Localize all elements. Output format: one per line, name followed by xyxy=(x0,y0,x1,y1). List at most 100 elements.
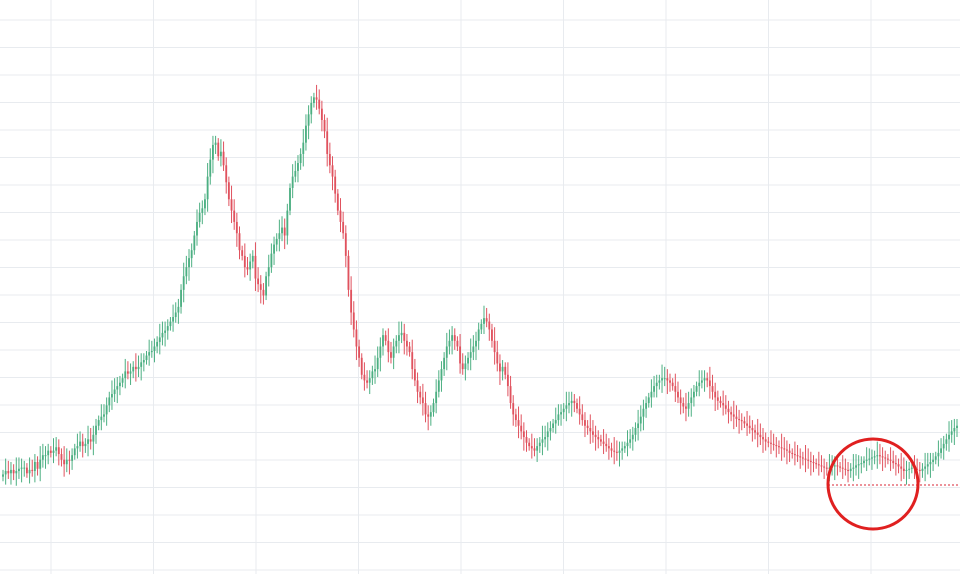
candle-up xyxy=(371,371,374,379)
candle-up xyxy=(432,403,435,413)
candle-up xyxy=(18,468,20,472)
candle-up xyxy=(480,323,483,330)
candle-up xyxy=(554,420,557,424)
candle-up xyxy=(942,443,945,449)
candle-up xyxy=(105,405,108,415)
candle-up xyxy=(188,258,190,268)
candle-up xyxy=(249,261,252,270)
candle-up xyxy=(865,459,868,461)
candle-up xyxy=(305,125,307,143)
candle-up xyxy=(150,351,153,353)
candle-up xyxy=(118,382,121,387)
candle-down xyxy=(844,468,847,470)
candle-up xyxy=(52,450,55,453)
candle-down xyxy=(716,397,719,401)
candle-down xyxy=(238,233,241,251)
candle-down xyxy=(817,464,820,466)
candle-up xyxy=(873,456,876,458)
candle-up xyxy=(650,391,653,398)
candle-up xyxy=(278,233,281,239)
candle-up xyxy=(142,360,145,363)
candle-down xyxy=(602,441,605,444)
candle-up xyxy=(443,357,446,370)
candle-up xyxy=(55,447,58,451)
candle-down xyxy=(916,468,919,470)
candle-down xyxy=(711,386,714,392)
candle-down xyxy=(791,452,794,455)
candle-down xyxy=(607,446,610,449)
candle-down xyxy=(892,460,895,464)
candle-down xyxy=(889,459,892,461)
candle-down xyxy=(605,443,608,447)
candle-up xyxy=(700,380,703,383)
candle-up xyxy=(95,425,97,435)
candle-up xyxy=(251,255,254,262)
candle-down xyxy=(342,221,345,234)
candle-down xyxy=(243,255,246,268)
candle-up xyxy=(871,457,873,459)
candle-down xyxy=(599,439,602,442)
candle-down xyxy=(746,423,748,426)
candle-up xyxy=(464,363,467,370)
candle-up xyxy=(467,357,469,364)
candle-up xyxy=(116,386,119,390)
candle-up xyxy=(921,468,924,472)
candle-up xyxy=(212,144,214,160)
candle-down xyxy=(772,443,775,445)
candle-down xyxy=(331,165,334,177)
candle-down xyxy=(259,284,262,290)
candle-up xyxy=(103,414,105,417)
candle-up xyxy=(647,397,650,404)
candle-down xyxy=(235,221,238,234)
candle-up xyxy=(2,474,4,477)
candle-up xyxy=(695,386,698,392)
candle-up xyxy=(905,469,908,472)
candle-up xyxy=(687,403,690,409)
candle-up xyxy=(206,176,209,200)
candle-down xyxy=(788,450,791,453)
candle-down xyxy=(836,465,839,467)
candle-up xyxy=(84,443,87,447)
candle-up xyxy=(437,380,440,392)
candle-up xyxy=(172,317,175,322)
candle-down xyxy=(366,380,368,383)
candle-down xyxy=(339,210,342,222)
candle-down xyxy=(459,346,461,364)
candle-down xyxy=(403,332,406,341)
candle-up xyxy=(953,428,956,432)
candle-down xyxy=(514,414,517,421)
candle-down xyxy=(63,459,66,465)
candle-down xyxy=(323,120,326,132)
candle-up xyxy=(631,434,634,440)
candle-up xyxy=(698,382,701,387)
candle-up xyxy=(565,405,568,409)
candle-up xyxy=(281,227,283,234)
candle-up xyxy=(33,461,36,472)
candle-up xyxy=(469,352,472,358)
candle-up xyxy=(934,456,937,460)
highlight-circle xyxy=(826,437,920,531)
candle-down xyxy=(894,463,897,465)
candle-up xyxy=(483,318,485,324)
candle-down xyxy=(727,408,730,413)
candle-down xyxy=(706,378,709,381)
candle-down xyxy=(424,403,427,415)
candle-down xyxy=(666,378,669,381)
candle-down xyxy=(886,458,889,460)
candle-down xyxy=(517,420,520,426)
candle-up xyxy=(546,431,549,438)
candle-down xyxy=(12,469,15,474)
candle-down xyxy=(504,366,507,375)
candle-up xyxy=(156,341,159,347)
candle-down xyxy=(405,340,408,347)
candle-down xyxy=(730,412,733,415)
candle-down xyxy=(767,441,770,443)
candle-up xyxy=(940,448,942,453)
candle-down xyxy=(801,457,804,459)
candle-up xyxy=(267,267,270,277)
candle-down xyxy=(738,418,741,421)
candle-down xyxy=(759,434,762,438)
candle-up xyxy=(302,142,305,154)
candle-up xyxy=(876,455,879,457)
